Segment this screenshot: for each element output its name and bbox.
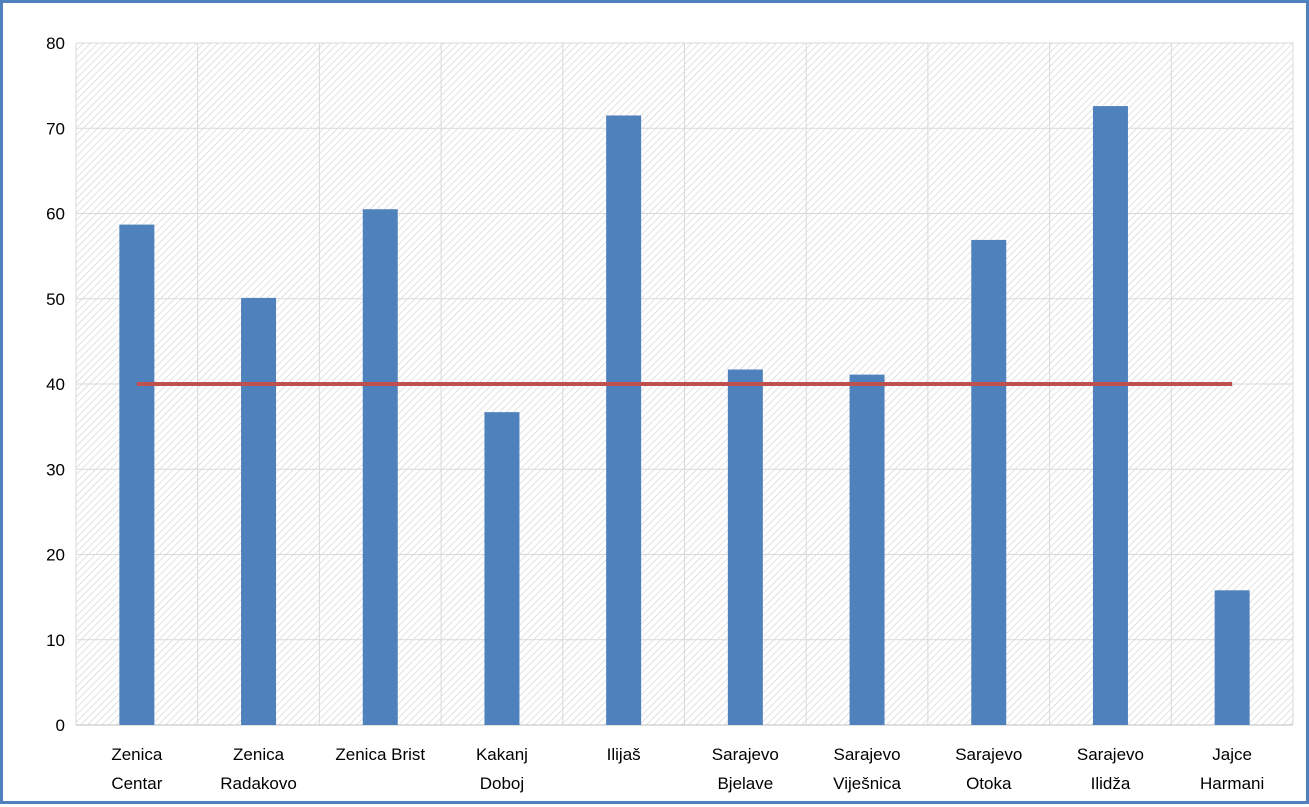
y-tick-label: 30 [46,460,65,479]
x-tick-label: Kakanj Doboj [476,745,528,793]
x-tick-label: Ilijaš [607,745,641,764]
bar [849,374,885,725]
x-tick-label-line: Radakovo [220,774,297,793]
y-tick-label: 80 [46,34,65,53]
x-tick-label: Zenica Centar [111,745,163,793]
y-tick-label: 10 [46,631,65,650]
x-tick-label: Jajce Harmani [1200,745,1264,793]
x-tick-label: Sarajevo Otoka [955,745,1022,793]
bar [119,224,155,725]
bar-chart: 0 10 20 30 40 50 60 70 80 Zenica Centar Zenica Rada… [46,34,1294,793]
x-tick-label-line: Jajce [1212,745,1252,764]
x-tick-label-line: Ilijaš [607,745,641,764]
y-tick-label: 60 [46,205,65,224]
x-tick-label: Sarajevo Bjelave [712,745,779,793]
x-tick-label-line: Zenica [233,745,285,764]
x-tick-label-line: Doboj [480,774,524,793]
x-tick-label-line: Sarajevo [712,745,779,764]
x-tick-label: Sarajevo Viješnica [833,745,901,793]
bar [1092,106,1128,725]
y-tick-label: 20 [46,546,65,565]
x-tick-label-line: Ilidža [1091,774,1131,793]
bar [971,239,1007,726]
y-tick-label: 0 [56,716,65,735]
y-axis: 0 10 20 30 40 50 60 70 80 [46,34,65,735]
bar [606,115,642,725]
x-tick-label-line: Otoka [966,774,1012,793]
bar [241,297,277,725]
y-tick-label: 40 [46,375,65,394]
x-tick-label-line: Centar [111,774,162,793]
x-tick-label: Zenica Brist [335,745,425,764]
bar [727,369,763,725]
x-tick-label: Zenica Radakovo [220,745,297,793]
x-tick-label-line: Sarajevo [833,745,900,764]
x-tick-label-line: Zenica Brist [335,745,425,764]
x-tick-label: Sarajevo Ilidža [1077,745,1144,793]
y-tick-label: 50 [46,290,65,309]
bar [1214,590,1250,725]
x-tick-label-line: Kakanj [476,745,528,764]
y-tick-label: 70 [46,119,65,138]
x-tick-label-line: Viješnica [833,774,901,793]
x-tick-label-line: Zenica [111,745,163,764]
x-tick-label-line: Bjelave [717,774,773,793]
bar [484,412,520,725]
bar [362,209,398,726]
x-tick-label-line: Sarajevo [1077,745,1144,764]
x-axis: Zenica Centar Zenica Radakovo Zenica Brist Ka… [111,745,1264,793]
x-tick-label-line: Harmani [1200,774,1264,793]
x-tick-label-line: Sarajevo [955,745,1022,764]
bar-series [119,106,1250,726]
